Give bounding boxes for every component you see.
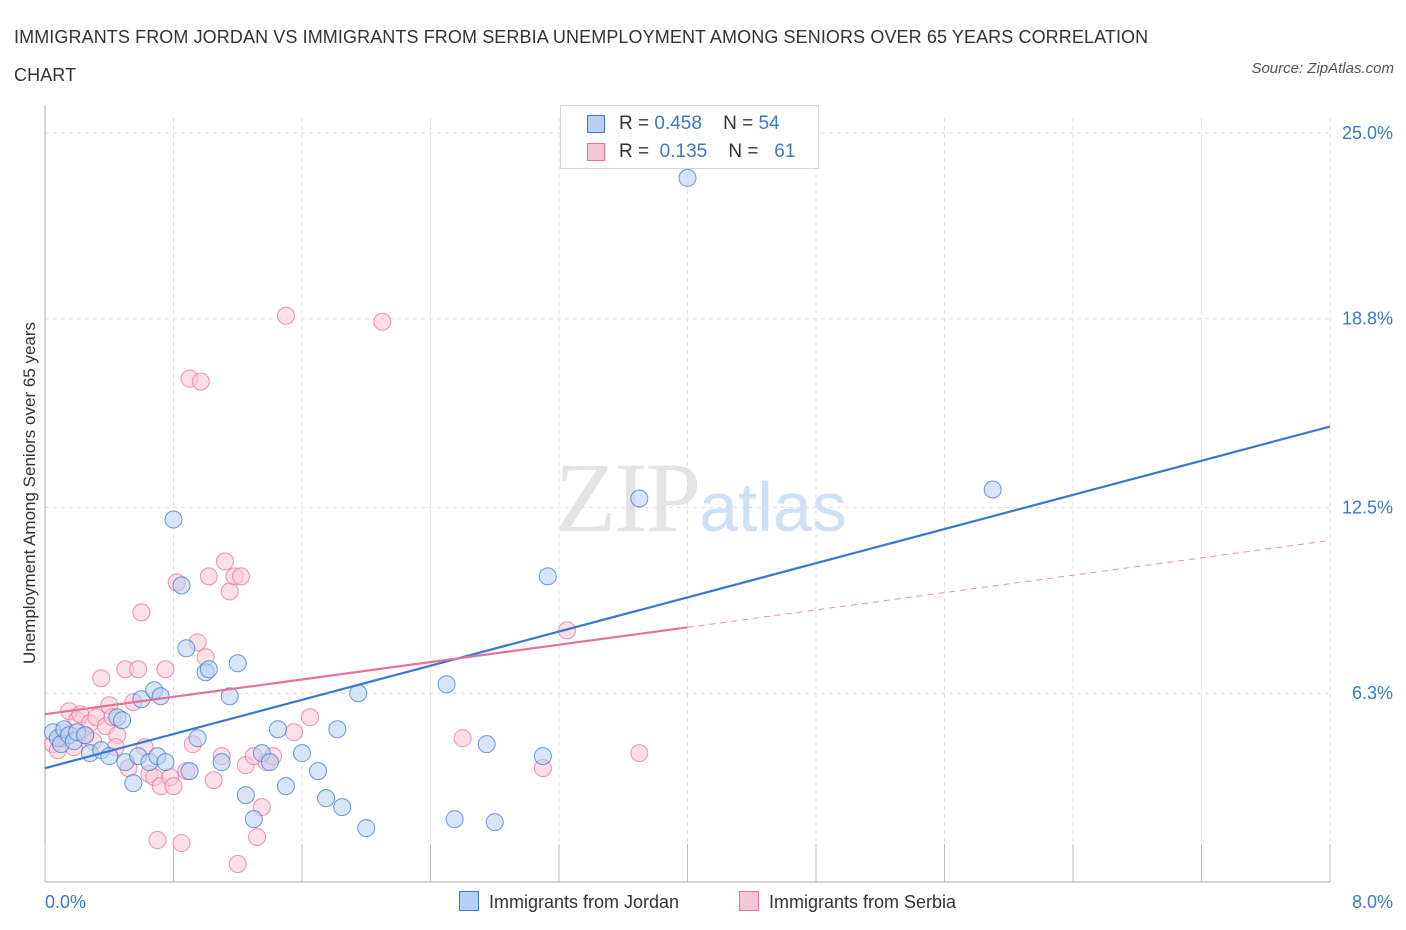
point-jordan-28 <box>199 660 218 679</box>
point-jordan-20 <box>151 687 170 706</box>
point-jordan-50 <box>538 567 557 586</box>
bottom-legend-swatch-serbia <box>739 891 759 911</box>
point-serbia-48 <box>248 828 267 847</box>
point-jordan-25 <box>180 762 199 781</box>
point-serbia-54 <box>301 708 320 727</box>
point-jordan-42 <box>333 798 352 817</box>
y-tick-label-0: 6.3% <box>1352 683 1393 703</box>
tick-labels: 6.3% 12.5% 18.8% 25.0% 0.0% 8.0% <box>45 123 1393 912</box>
point-jordan-53 <box>983 480 1002 499</box>
point-jordan-52 <box>678 168 697 187</box>
legend-text-jordan: R = 0.458 N = 54 <box>619 113 780 135</box>
point-jordan-45 <box>437 675 456 694</box>
y-tick-label-3: 25.0% <box>1342 123 1393 143</box>
point-jordan-24 <box>177 639 196 658</box>
point-serbia-27 <box>156 660 175 679</box>
trendline-jordan-0 <box>44 425 1331 770</box>
point-serbia-45 <box>231 567 250 586</box>
source-label: Source: ZipAtlas.com <box>1251 60 1394 77</box>
point-serbia-39 <box>204 771 223 790</box>
point-serbia-31 <box>172 834 191 853</box>
point-serbia-12 <box>92 669 111 688</box>
bottom-legend-label-serbia: Immigrants from Serbia <box>769 892 957 912</box>
point-jordan-30 <box>220 687 239 706</box>
correlation-legend: R = 0.458 N = 54 R = 0.135 N = 61 <box>560 105 819 169</box>
trendlines <box>44 425 1331 770</box>
point-jordan-22 <box>164 510 183 529</box>
point-jordan-32 <box>236 786 255 805</box>
legend-swatch-serbia <box>587 143 605 161</box>
point-serbia-29 <box>164 777 183 796</box>
point-serbia-21 <box>132 603 151 622</box>
legend-text-serbia: R = 0.135 N = 61 <box>619 141 795 163</box>
legend-r-value-serbia: 0.135 <box>659 141 708 162</box>
legend-n-label-jordan: N = <box>723 113 754 134</box>
point-serbia-42 <box>220 582 239 601</box>
point-serbia-56 <box>453 729 472 748</box>
watermark-zip: ZIP <box>555 442 701 553</box>
trendline-serbia-1 <box>44 626 688 716</box>
bottom-legend-serbia: Immigrants from Serbia <box>739 891 956 913</box>
point-jordan-40 <box>317 789 336 808</box>
y-tick-label-2: 18.8% <box>1342 309 1393 329</box>
legend-r-label-serbia: R = <box>619 141 650 162</box>
point-jordan-29 <box>212 753 231 772</box>
legend-r-value-jordan: 0.458 <box>654 113 702 134</box>
trendline-serbia-2 <box>687 539 1331 628</box>
point-serbia-44 <box>228 855 247 874</box>
point-jordan-35 <box>260 753 279 772</box>
bottom-legend-jordan: Immigrants from Jordan <box>459 891 679 913</box>
point-jordan-44 <box>357 819 376 838</box>
point-jordan-36 <box>268 720 287 739</box>
bottom-legend-swatch-jordan <box>459 891 479 911</box>
x-tick-label-1: 8.0% <box>1352 892 1393 912</box>
point-serbia-59 <box>630 744 649 763</box>
point-jordan-47 <box>477 735 496 754</box>
point-jordan-21 <box>156 753 175 772</box>
point-jordan-23 <box>172 576 191 595</box>
point-jordan-49 <box>533 747 552 766</box>
x-tick-label-0: 0.0% <box>45 892 86 912</box>
point-serbia-38 <box>199 567 218 586</box>
point-serbia-53 <box>284 723 303 742</box>
y-tick-label-1: 12.5% <box>1342 497 1393 517</box>
legend-n-label-serbia: N = <box>728 141 759 162</box>
watermark: ZIPatlas <box>555 440 847 555</box>
legend-swatch-jordan <box>587 115 605 133</box>
point-serbia-55 <box>373 312 392 331</box>
chart-title: IMMIGRANTS FROM JORDAN VS IMMIGRANTS FRO… <box>14 27 1149 85</box>
legend-n-value-jordan: 54 <box>758 113 780 134</box>
point-jordan-12 <box>113 711 132 730</box>
point-jordan-31 <box>228 654 247 673</box>
point-jordan-7 <box>76 726 95 745</box>
point-jordan-46 <box>445 810 464 829</box>
series-jordan-points <box>44 168 1002 838</box>
point-jordan-26 <box>188 729 207 748</box>
bottom-legend-label-jordan: Immigrants from Jordan <box>489 892 680 912</box>
point-jordan-37 <box>276 777 295 796</box>
point-serbia-20 <box>129 660 148 679</box>
legend-n-value-serbia: 61 <box>774 141 796 162</box>
point-jordan-51 <box>630 489 649 508</box>
point-jordan-39 <box>309 762 328 781</box>
point-jordan-41 <box>328 720 347 739</box>
point-serbia-52 <box>276 306 295 325</box>
point-serbia-41 <box>215 552 234 571</box>
axes <box>44 106 1331 883</box>
point-jordan-33 <box>244 810 263 829</box>
point-jordan-48 <box>485 813 504 832</box>
point-jordan-14 <box>124 774 143 793</box>
point-serbia-25 <box>148 831 167 850</box>
point-jordan-38 <box>293 744 311 763</box>
legend-r-label-jordan: R = <box>619 113 650 134</box>
point-serbia-36 <box>191 372 210 391</box>
